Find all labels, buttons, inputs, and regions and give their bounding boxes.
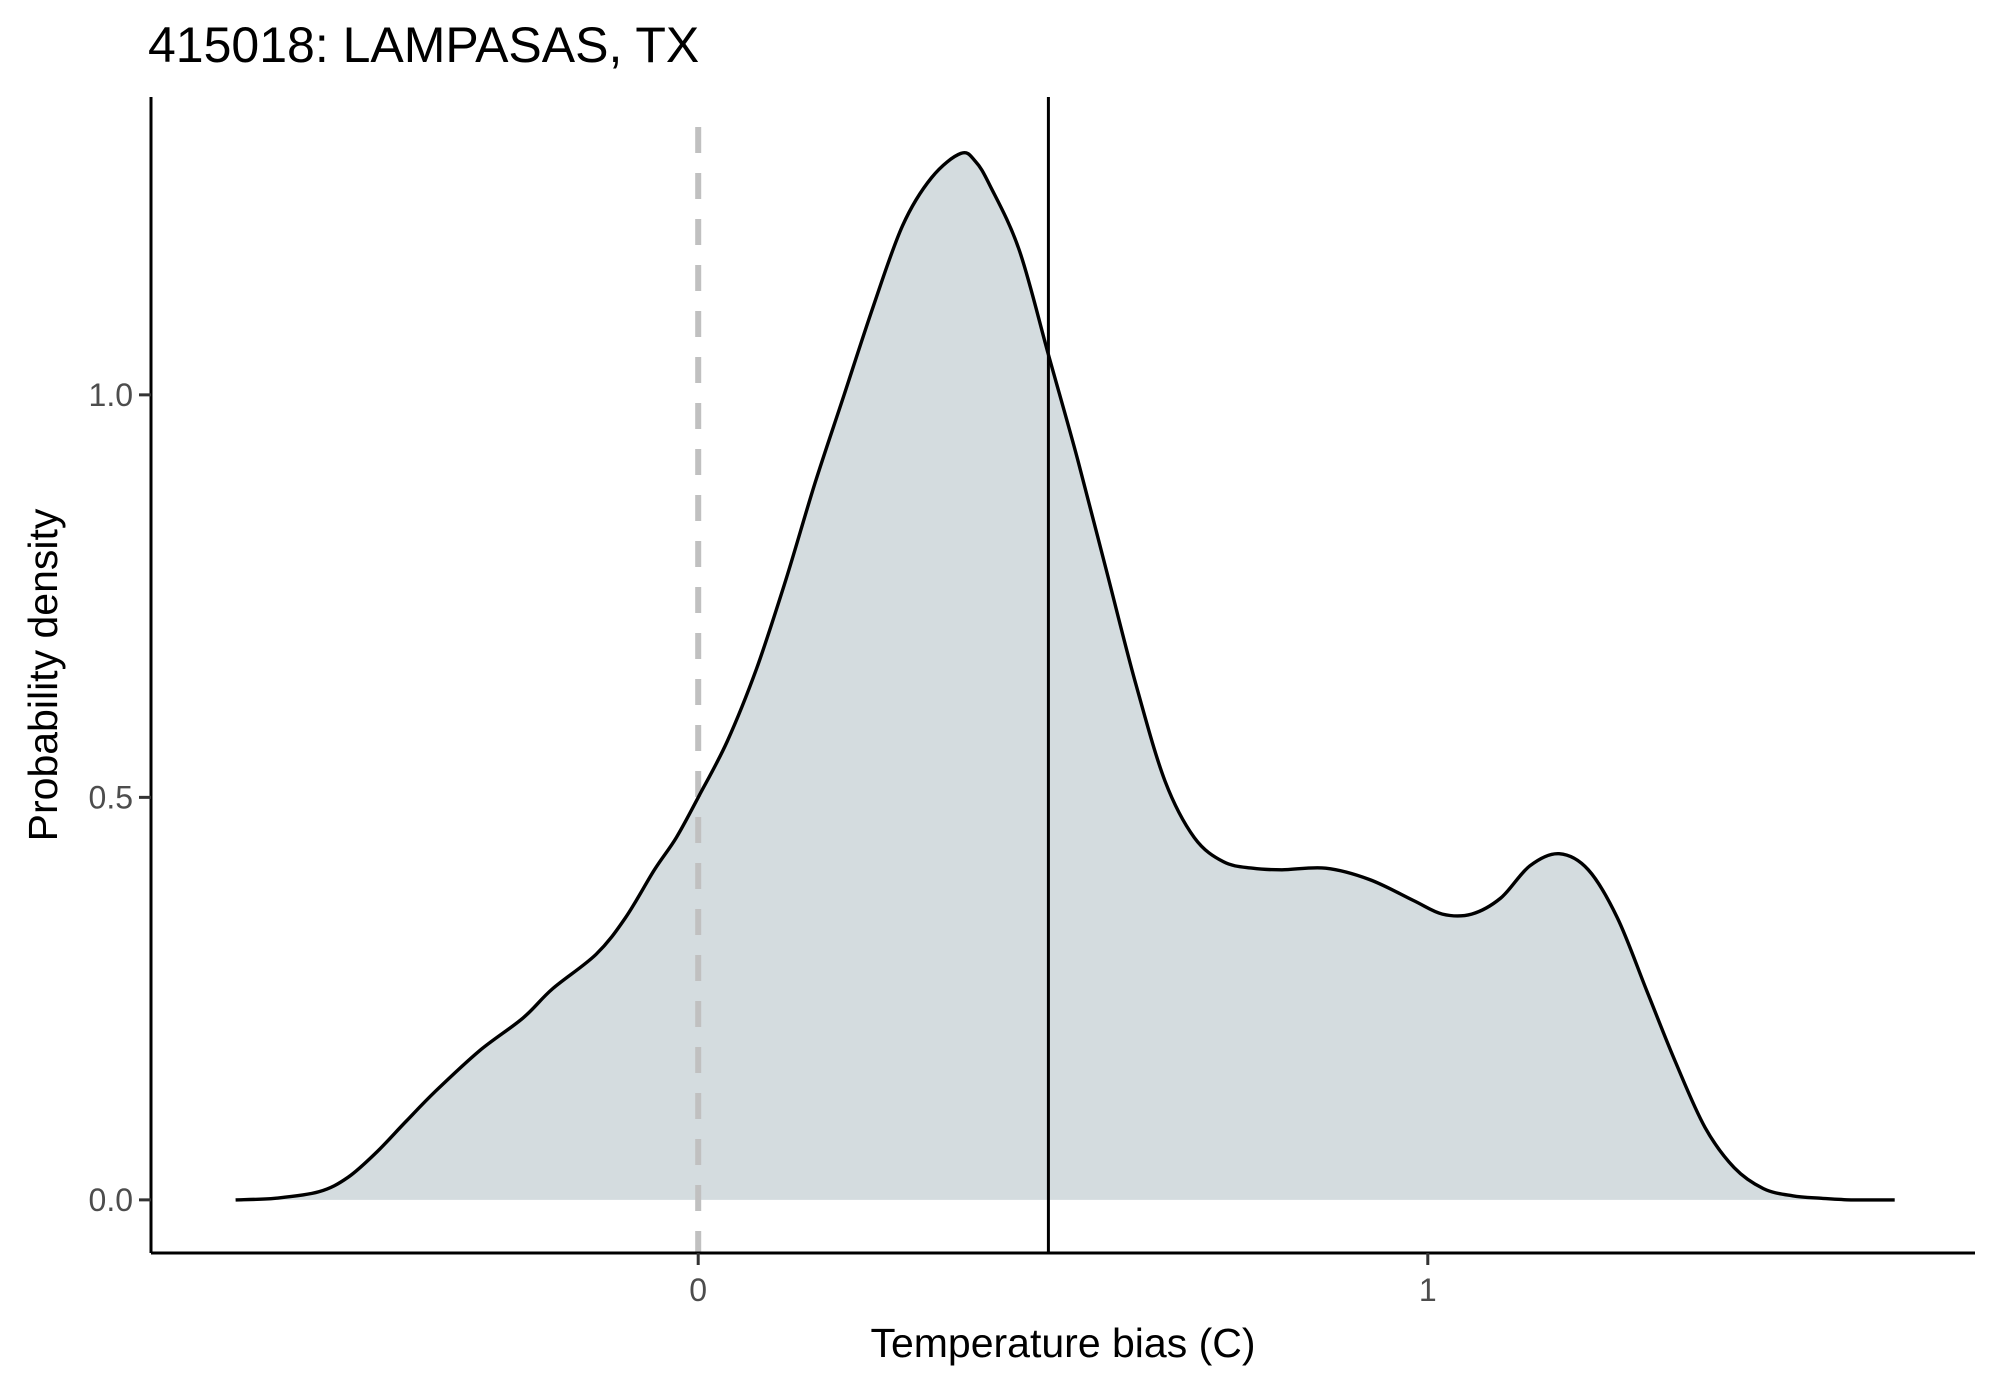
x-tick-label: 1 bbox=[1419, 1272, 1437, 1308]
density-curve-line bbox=[235, 151, 1895, 1202]
y-axis-ticks: 0.0 0.5 1.0 bbox=[89, 377, 151, 1218]
y-axis-title: Probability density bbox=[20, 508, 66, 841]
density-area-fill bbox=[235, 152, 1895, 1200]
x-tick-label: 0 bbox=[689, 1272, 707, 1308]
plot-area bbox=[235, 97, 1895, 1253]
y-tick-label: 0.0 bbox=[89, 1182, 133, 1218]
y-tick-label: 1.0 bbox=[89, 377, 133, 413]
x-axis-title: Temperature bias (C) bbox=[870, 1320, 1255, 1366]
chart-title: 415018: LAMPASAS, TX bbox=[148, 17, 699, 73]
y-tick-label: 0.5 bbox=[89, 779, 133, 815]
